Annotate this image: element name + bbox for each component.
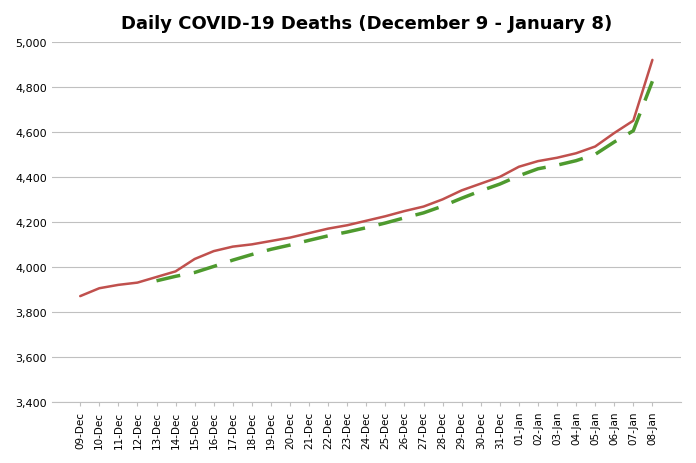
Title: Daily COVID-19 Deaths (December 9 - January 8): Daily COVID-19 Deaths (December 9 - Janu… [120,15,612,33]
